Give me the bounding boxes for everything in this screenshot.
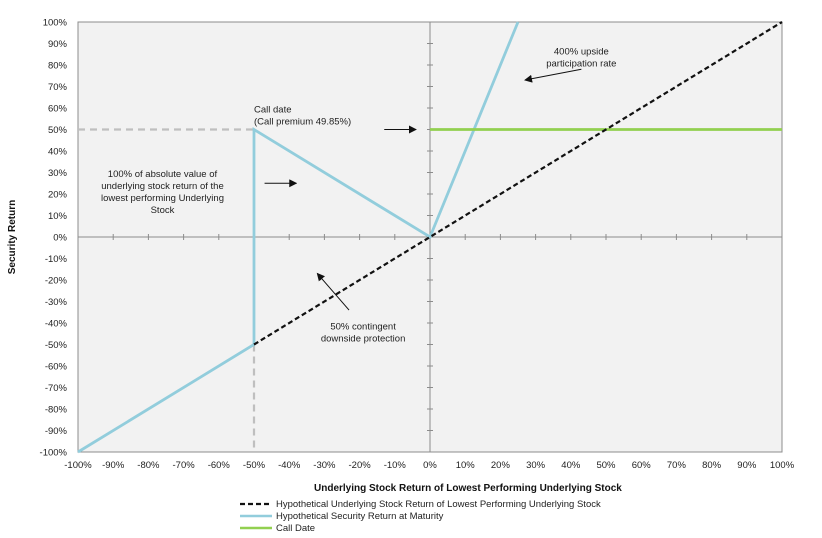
y-tick-label-neg50pct: -50% bbox=[45, 340, 68, 351]
annotation-line: downside protection bbox=[321, 333, 406, 344]
annotation-line: 50% contingent bbox=[330, 321, 396, 332]
x-tick-label-neg40pct: -40% bbox=[278, 460, 301, 471]
y-tick-label-neg70pct: -70% bbox=[45, 383, 68, 394]
annotations: Call date (Call premium 49.85%) 100% of ab… bbox=[101, 46, 617, 344]
annotation-arrow-contingent-protection bbox=[316, 272, 350, 311]
annotation-line: Stock bbox=[151, 205, 175, 216]
y-tick-labels: -100% -90% -80% -70% -60% -50% -40% -30% -20% -10… bbox=[40, 18, 68, 459]
x-tick-label-60pct: 60% bbox=[632, 460, 652, 471]
x-tick-label-90pct: 90% bbox=[737, 460, 757, 471]
y-tick-label-neg90pct: -90% bbox=[45, 426, 68, 437]
legend-label-call-date: Call Date bbox=[276, 523, 315, 534]
y-tick-label-30pct: 30% bbox=[48, 168, 68, 179]
y-tick-label-80pct: 80% bbox=[48, 61, 68, 72]
y-tick-label-40pct: 40% bbox=[48, 147, 68, 158]
annotation-upside-participation: 400% upside participation rate bbox=[546, 46, 616, 69]
y-tick-label-neg80pct: -80% bbox=[45, 405, 68, 416]
x-tick-labels: -100% -90% -80% -70% -60% -50% -40% -30% -20% -10… bbox=[64, 460, 794, 471]
annotation-line: 400% upside bbox=[554, 46, 609, 57]
security-return-line bbox=[77, 21, 520, 454]
x-tick-label-neg10pct: -10% bbox=[384, 460, 407, 471]
x-tick-label-neg90pct: -90% bbox=[102, 460, 125, 471]
x-axis-title: Underlying Stock Return of Lowest Perfor… bbox=[314, 483, 622, 494]
annotation-call-date: Call date (Call premium 49.85%) bbox=[254, 104, 351, 127]
y-tick-label-50pct: 50% bbox=[48, 125, 68, 136]
annotation-contingent-protection: 50% contingent downside protection bbox=[321, 321, 406, 344]
x-tick-label-neg50pct: -50% bbox=[243, 460, 266, 471]
annotation-line: (Call premium 49.85%) bbox=[254, 116, 351, 127]
reference-lines bbox=[78, 128, 256, 452]
legend-label-security: Hypothetical Security Return at Maturity bbox=[276, 511, 444, 522]
x-tick-label-neg20pct: -20% bbox=[349, 460, 372, 471]
y-tick-label-neg20pct: -20% bbox=[45, 276, 68, 287]
x-tick-label-10pct: 10% bbox=[456, 460, 476, 471]
annotation-line: participation rate bbox=[546, 58, 616, 69]
x-tick-label-30pct: 30% bbox=[526, 460, 546, 471]
y-tick-label-neg40pct: -40% bbox=[45, 319, 68, 330]
x-tick-label-neg80pct: -80% bbox=[137, 460, 160, 471]
x-tick-label-0pct: 0% bbox=[423, 460, 437, 471]
annotation-arrow-upside-participation bbox=[524, 68, 582, 83]
x-tick-label-80pct: 80% bbox=[702, 460, 722, 471]
y-tick-label-0pct: 0% bbox=[53, 233, 67, 244]
y-tick-label-neg100pct: -100% bbox=[40, 448, 68, 459]
series-lines bbox=[77, 21, 783, 454]
y-tick-label-100pct: 100% bbox=[43, 18, 68, 29]
y-tick-label-90pct: 90% bbox=[48, 39, 68, 50]
x-tick-label-70pct: 70% bbox=[667, 460, 687, 471]
underlying-return-line bbox=[253, 21, 783, 346]
y-tick-label-neg30pct: -30% bbox=[45, 297, 68, 308]
y-tick-label-neg60pct: -60% bbox=[45, 362, 68, 373]
y-tick-label-70pct: 70% bbox=[48, 82, 68, 93]
legend: Hypothetical Underlying Stock Return of … bbox=[240, 499, 601, 534]
x-tick-label-neg60pct: -60% bbox=[208, 460, 231, 471]
x-tick-label-neg100pct: -100% bbox=[64, 460, 92, 471]
y-tick-label-20pct: 20% bbox=[48, 190, 68, 201]
annotation-absolute-value: 100% of absolute value of underlying stoc… bbox=[101, 169, 224, 216]
y-tick-label-60pct: 60% bbox=[48, 104, 68, 115]
y-axis-title: Security Return bbox=[7, 200, 18, 274]
x-tick-label-40pct: 40% bbox=[561, 460, 581, 471]
x-tick-label-100pct: 100% bbox=[770, 460, 795, 471]
annotation-line: underlying stock return of the bbox=[101, 181, 224, 192]
x-tick-label-50pct: 50% bbox=[596, 460, 616, 471]
annotation-line: 100% of absolute value of bbox=[108, 169, 218, 180]
x-tick-label-neg30pct: -30% bbox=[313, 460, 336, 471]
x-tick-label-20pct: 20% bbox=[491, 460, 511, 471]
legend-label-underlying: Hypothetical Underlying Stock Return of … bbox=[276, 499, 601, 510]
annotation-line: lowest performing Underlying bbox=[101, 193, 224, 204]
y-tick-label-neg10pct: -10% bbox=[45, 254, 68, 265]
annotation-line: Call date bbox=[254, 104, 292, 115]
y-tick-label-10pct: 10% bbox=[48, 211, 68, 222]
x-tick-label-neg70pct: -70% bbox=[173, 460, 196, 471]
